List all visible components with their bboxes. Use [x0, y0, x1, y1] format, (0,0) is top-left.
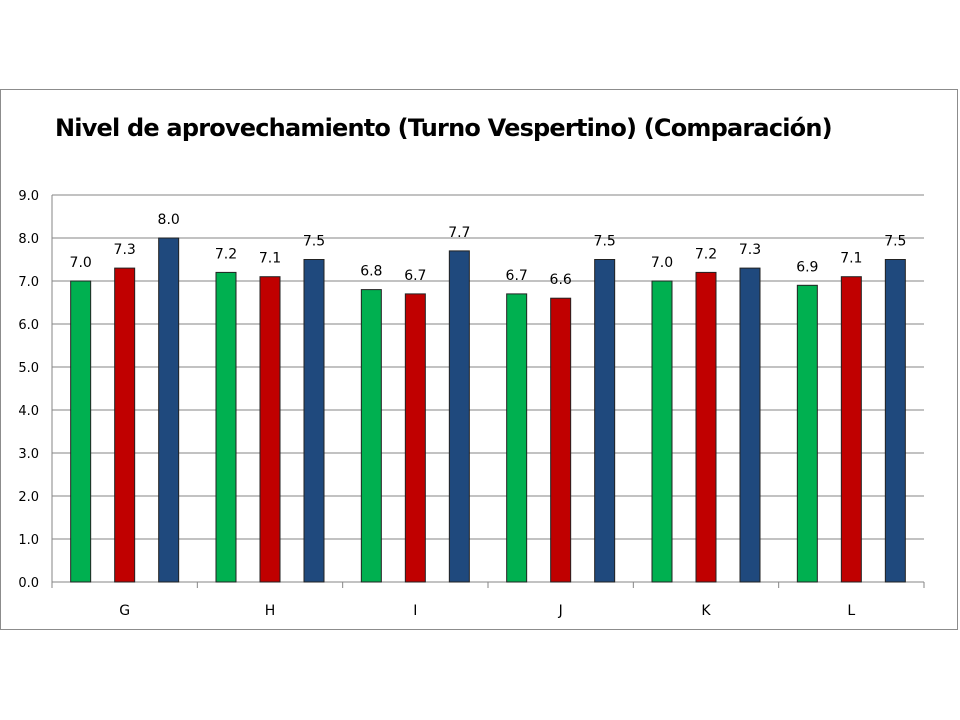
y-tick-label: 2.0	[18, 490, 39, 505]
bar	[739, 267, 761, 583]
x-tick-label: I	[413, 603, 417, 619]
chart-title: Nivel de aprovechamiento (Turno Vesperti…	[55, 114, 833, 142]
data-label: 8.0	[158, 212, 180, 228]
data-label: 7.0	[70, 255, 92, 271]
data-label: 7.5	[594, 234, 616, 250]
y-tick-label: 8.0	[18, 232, 39, 247]
data-label: 7.5	[303, 234, 325, 250]
data-label: 7.2	[215, 246, 237, 262]
bar	[259, 276, 281, 583]
bar	[303, 259, 325, 583]
bar	[506, 293, 528, 583]
y-tick-label: 4.0	[18, 404, 39, 419]
data-label: 6.7	[506, 268, 528, 284]
data-label: 7.0	[651, 255, 673, 271]
x-tick-label: G	[119, 603, 130, 619]
x-tick-label: L	[847, 603, 855, 619]
bar	[404, 293, 426, 583]
x-tick-label: J	[558, 603, 563, 619]
data-label: 7.5	[884, 234, 906, 250]
bar	[360, 289, 382, 583]
y-tick-label: 1.0	[18, 533, 39, 548]
data-label: 7.3	[114, 242, 136, 258]
y-tick-label: 9.0	[18, 189, 39, 204]
y-tick-label: 6.0	[18, 318, 39, 333]
data-label: 7.7	[448, 225, 470, 241]
bar	[550, 297, 572, 583]
y-tick-label: 5.0	[18, 361, 39, 376]
bar	[840, 276, 862, 583]
y-tick-label: 3.0	[18, 447, 39, 462]
x-tick-label: K	[701, 603, 711, 619]
bar	[594, 259, 616, 583]
data-label: 6.6	[550, 272, 572, 288]
bar	[884, 259, 906, 583]
bar	[695, 271, 717, 583]
bar	[114, 267, 136, 583]
data-label: 6.7	[404, 268, 426, 284]
bar	[796, 284, 818, 583]
bar	[651, 280, 673, 583]
bar	[158, 237, 180, 583]
y-tick-label: 7.0	[18, 275, 39, 290]
data-label: 7.2	[695, 246, 717, 262]
bar	[70, 280, 92, 583]
data-label: 7.1	[840, 251, 862, 267]
y-tick-label: 0.0	[18, 576, 39, 591]
bar	[215, 271, 237, 583]
x-tick-label: H	[265, 603, 276, 619]
data-label: 6.9	[796, 259, 818, 275]
data-label: 7.3	[739, 242, 761, 258]
bar	[448, 250, 470, 583]
data-label: 7.1	[259, 251, 281, 267]
data-label: 6.8	[360, 264, 382, 280]
